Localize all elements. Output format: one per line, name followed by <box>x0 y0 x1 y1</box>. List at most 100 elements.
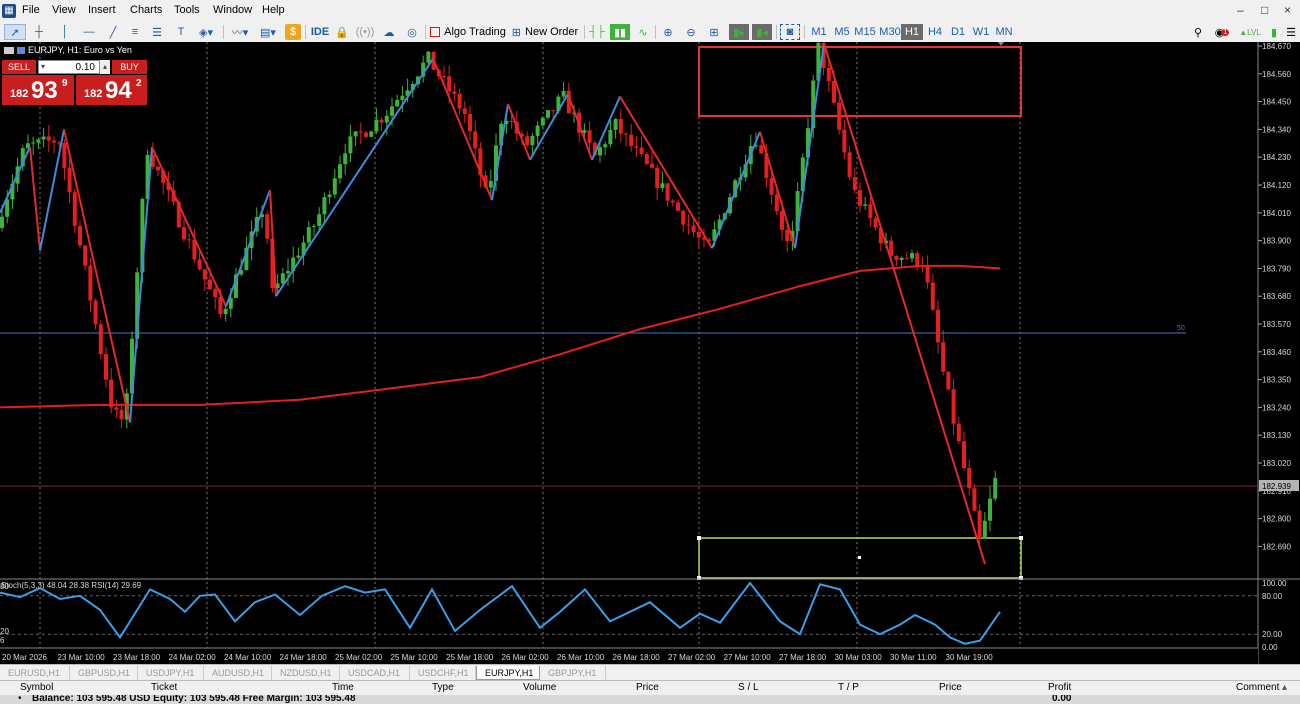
tab-audusd[interactable]: AUDUSD,H1 <box>204 666 272 680</box>
vertical-line-icon[interactable]: │ <box>61 26 69 38</box>
tab-gbpusd[interactable]: GBPUSD,H1 <box>70 666 138 680</box>
close-icon[interactable]: × <box>1284 3 1292 17</box>
tile-windows-icon[interactable]: ⊞ <box>709 26 719 39</box>
chart-shift-icon[interactable]: ▮◂ <box>752 24 772 40</box>
lot-decrease-icon[interactable]: ▾ <box>40 62 45 71</box>
tab-usdchf[interactable]: USDCHF,H1 <box>410 666 476 680</box>
col-ticket[interactable]: Ticket <box>151 682 178 693</box>
tab-gbpjpy[interactable]: GBPJPY,H1 <box>540 666 606 680</box>
col-price[interactable]: Price <box>636 682 659 693</box>
menu-more-icon[interactable]: ☰ <box>1286 26 1296 39</box>
chart-canvas[interactable]: 184.670 184.560 184.450 184.340 184.230 184.1… <box>0 42 1300 664</box>
connection-icon[interactable]: ▮ <box>1270 26 1278 39</box>
signal-level-icon[interactable]: ▲LVL <box>1239 27 1261 37</box>
lot-increase-icon[interactable]: ▴ <box>100 60 110 74</box>
buy-button[interactable]: BUY <box>112 60 147 74</box>
col-volume[interactable]: Volume <box>523 682 557 693</box>
menu-tools[interactable]: Tools <box>174 4 200 16</box>
tf-m30[interactable]: M30 <box>879 26 901 38</box>
screenshot-icon[interactable]: ◙ <box>780 24 800 40</box>
supply-zone-rect <box>698 46 1022 117</box>
scroll-up-icon[interactable]: ▴ <box>1282 682 1288 693</box>
sell-quote[interactable]: 182 93 9 <box>2 75 74 105</box>
signal-icon[interactable]: ((•)) <box>355 26 375 38</box>
candle-body <box>540 117 545 126</box>
tf-w1[interactable]: W1 <box>972 26 990 38</box>
candle-body <box>62 143 67 168</box>
channel-icon[interactable]: ≡ <box>131 26 139 38</box>
zone-center-handle <box>858 556 861 559</box>
minimize-icon[interactable]: – <box>1237 3 1244 17</box>
algo-trading-button[interactable]: Algo Trading <box>430 24 506 40</box>
flag-icon <box>17 46 25 54</box>
trendline-icon[interactable]: ╱ <box>109 26 117 39</box>
sell-button[interactable]: SELL <box>2 60 36 74</box>
price-tick-label: 183.130 <box>1262 431 1291 440</box>
tf-h1[interactable]: H1 <box>901 24 923 40</box>
candlestick-chart-icon[interactable]: ▮▮ <box>610 24 630 40</box>
indicator-left-label: 20 <box>0 627 9 636</box>
price-chart[interactable]: 184.670 184.560 184.450 184.340 184.230 184.1… <box>0 42 1300 664</box>
zoom-in-icon[interactable]: ⊕ <box>663 26 673 39</box>
autoscroll-icon[interactable]: ▮▸ <box>729 24 749 40</box>
new-order-button[interactable]: ⊞ New Order <box>511 24 579 40</box>
tf-m1[interactable]: M1 <box>811 26 827 38</box>
tf-m5[interactable]: M5 <box>834 26 850 38</box>
tf-mn[interactable]: MN <box>995 26 1013 38</box>
indicators-icon[interactable]: 〰▾ <box>231 27 249 39</box>
tab-eurjpy[interactable]: EURJPY,H1 <box>476 666 540 680</box>
candle-body <box>644 154 649 164</box>
menu-insert[interactable]: Insert <box>88 4 116 16</box>
col-profit[interactable]: Profit <box>1048 682 1072 693</box>
tf-m15[interactable]: M15 <box>854 26 876 38</box>
col-current-price[interactable]: Price <box>939 682 962 693</box>
col-comment[interactable]: Comment <box>1236 682 1280 693</box>
crosshair-icon[interactable]: ┼ <box>35 26 43 38</box>
col-sl[interactable]: S / L <box>738 682 759 693</box>
menu-file[interactable]: File <box>22 4 40 16</box>
notifications-icon[interactable]: ◉ 1 <box>1214 26 1230 39</box>
buy-quote[interactable]: 182 94 2 <box>76 75 147 105</box>
menu-help[interactable]: Help <box>262 4 285 16</box>
col-type[interactable]: Type <box>432 682 454 693</box>
fibonacci-icon[interactable]: ☰ <box>152 26 162 39</box>
col-time[interactable]: Time <box>332 682 354 693</box>
candle-body <box>119 409 124 420</box>
bar-chart-icon[interactable]: ┤├ <box>589 26 605 38</box>
candle-body <box>774 194 779 212</box>
tf-h4[interactable]: H4 <box>927 26 943 38</box>
candle-body <box>301 242 306 256</box>
tf-d1[interactable]: D1 <box>950 26 966 38</box>
menu-view[interactable]: View <box>52 4 76 16</box>
col-tp[interactable]: T / P <box>838 682 859 693</box>
tab-usdjpy[interactable]: USDJPY,H1 <box>138 666 204 680</box>
restore-icon[interactable]: □ <box>1261 3 1269 17</box>
cloud-icon[interactable]: ☁ <box>383 26 395 39</box>
text-tool-icon[interactable]: T <box>177 26 185 38</box>
candle-body <box>598 147 602 156</box>
search-icon[interactable]: ⚲ <box>1193 26 1203 39</box>
price-tick-label: 183.570 <box>1262 320 1291 329</box>
candle-body <box>790 231 795 242</box>
ide-button[interactable]: IDE <box>310 26 330 38</box>
line-chart-icon[interactable]: ∿ <box>638 26 648 39</box>
templates-icon[interactable]: ▤▾ <box>260 26 276 39</box>
time-tick-label: 25 Mar 18:00 <box>446 653 494 662</box>
tab-usdcad[interactable]: USDCAD,H1 <box>340 666 410 680</box>
market-icon[interactable]: $ <box>285 24 301 40</box>
lot-size-input[interactable]: 0.10 <box>38 60 100 74</box>
menu-window[interactable]: Window <box>213 4 253 16</box>
tab-nzdusd[interactable]: NZDUSD,H1 <box>272 666 340 680</box>
candle-body <box>483 175 488 188</box>
tab-eurusd[interactable]: EURUSD,H1 <box>0 666 70 680</box>
candle-body <box>312 226 316 228</box>
shapes-icon[interactable]: ◈▾ <box>199 26 213 39</box>
col-symbol[interactable]: Symbol <box>20 682 54 693</box>
menu-charts[interactable]: Charts <box>130 4 163 16</box>
candle-body <box>473 131 478 149</box>
lock-icon[interactable]: 🔒 <box>335 26 349 39</box>
zoom-out-icon[interactable]: ⊖ <box>686 26 696 39</box>
cursor-tool-icon[interactable]: ➚ <box>4 24 26 40</box>
horizontal-line-icon[interactable]: — <box>83 26 95 38</box>
vps-icon[interactable]: ◎ <box>407 26 417 39</box>
